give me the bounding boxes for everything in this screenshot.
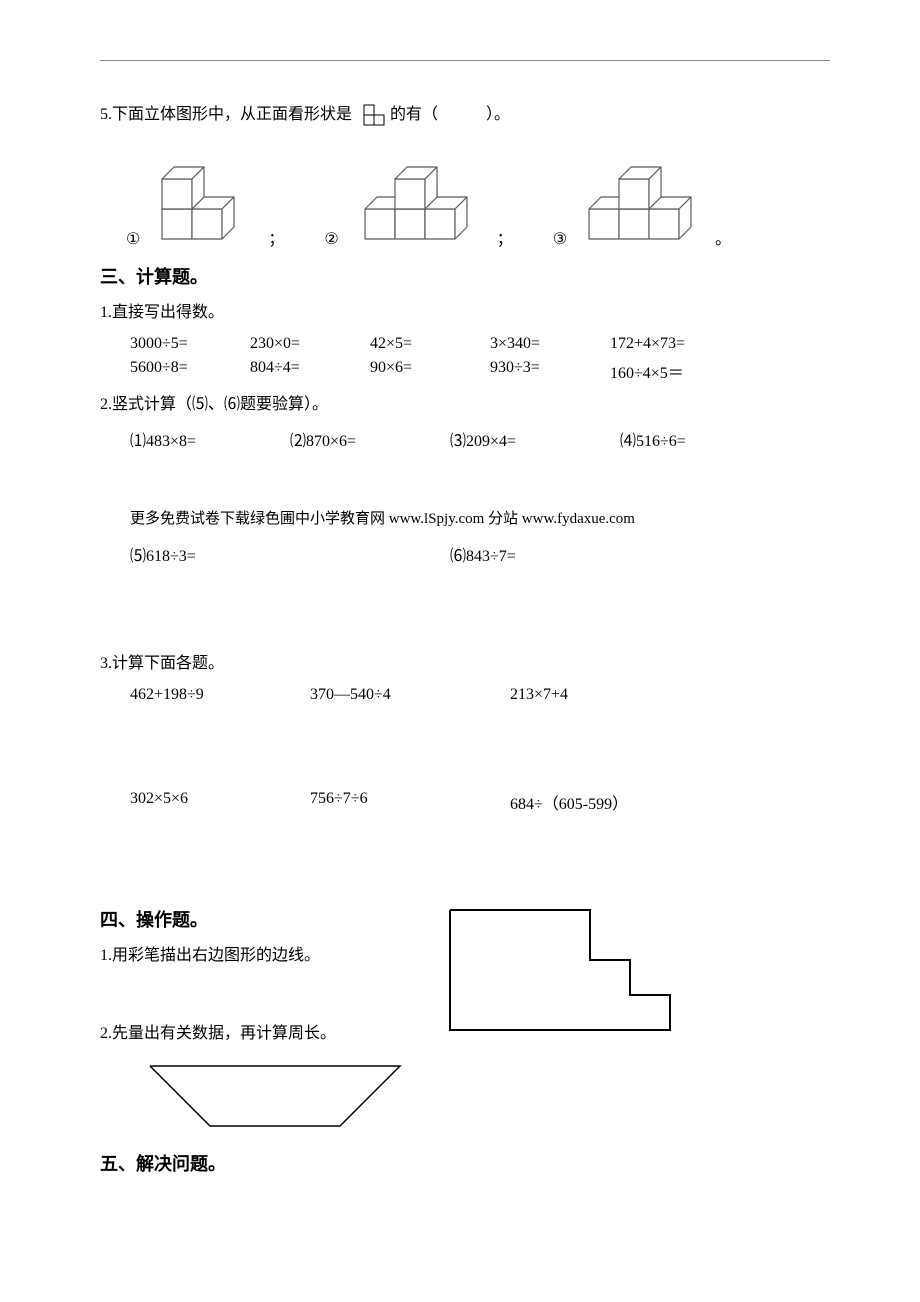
trapezoid-figure-icon (100, 1056, 830, 1136)
math-cell: 756÷7÷6 (310, 790, 510, 814)
q5-suffix: 的有（ (390, 106, 438, 123)
sec3-title: 三、计算题。 (100, 263, 830, 291)
math-cell: 172+4×73= (610, 335, 750, 353)
cube-option-1: ① (126, 149, 284, 249)
cube-option-3: ③ (553, 149, 731, 249)
step-figure-icon (440, 900, 680, 1040)
math-cell: 230×0= (250, 335, 370, 353)
q5-target-shape-icon (356, 103, 386, 127)
q5-answer-blank[interactable] (442, 101, 482, 129)
q5-line: 5.下面立体图形中，从正面看形状是 的有（ ）。 (100, 101, 830, 129)
cube-option-3-label: ③ (553, 229, 567, 249)
sec3-q3-title: 3.计算下面各题。 (100, 650, 830, 678)
sec3-q1-row1: 3000÷5= 230×0= 42×5= 3×340= 172+4×73= (100, 335, 830, 353)
sec3-q3-row2: 302×5×6 756÷7÷6 684÷（605-599） (100, 790, 830, 814)
cube-option-1-trail: ； (268, 225, 284, 249)
math-cell: 370—540÷4 (310, 686, 510, 704)
cube-option-2-trail: ； (497, 225, 513, 249)
math-cell: 804÷4= (250, 359, 370, 383)
math-cell: 3000÷5= (130, 335, 250, 353)
sec3-q2-row1: ⑴483×8= ⑵870×6= ⑶209×4= ⑷516÷6= (100, 427, 830, 451)
math-cell: 42×5= (370, 335, 490, 353)
sec3-q3-row1: 462+198÷9 370—540÷4 213×7+4 (100, 686, 830, 704)
math-cell: ⑴483×8= (130, 427, 290, 451)
cube-figure-2-icon (343, 149, 493, 249)
math-cell: ⑵870×6= (290, 427, 450, 451)
worksheet-page: 5.下面立体图形中，从正面看形状是 的有（ ）。 ① (0, 0, 920, 1226)
sec3-q1-row2: 5600÷8= 804÷4= 90×6= 930÷3= 160÷4×5＝ (100, 359, 830, 383)
math-cell: 302×5×6 (130, 790, 310, 814)
cube-figure-1-icon (144, 149, 264, 249)
q5-end: ）。 (486, 106, 510, 123)
math-cell: 3×340= (490, 335, 610, 353)
cube-option-2-label: ② (324, 229, 338, 249)
sec3-q2-title: 2.竖式计算（⑸、⑹题要验算）。 (100, 391, 830, 419)
cube-option-1-label: ① (126, 229, 140, 249)
math-cell: 160÷4×5＝ (610, 359, 750, 383)
download-note: 更多免费试卷下载绿色圃中小学教育网 www.lSpjy.com 分站 www.f… (100, 507, 830, 528)
math-cell: ⑶209×4= (450, 427, 620, 451)
sec5-title: 五、解决问题。 (100, 1150, 830, 1178)
cube-figure-3-icon (571, 149, 711, 249)
q5-prefix: 5.下面立体图形中，从正面看形状是 (100, 106, 352, 123)
math-cell: ⑸618÷3= (130, 542, 450, 566)
cube-option-3-trail: 。 (715, 225, 731, 249)
math-cell: 930÷3= (490, 359, 610, 383)
top-divider (100, 60, 830, 61)
math-cell: 462+198÷9 (130, 686, 310, 704)
sec3-q2-row2: ⑸618÷3= ⑹843÷7= (100, 542, 830, 566)
math-cell: 5600÷8= (130, 359, 250, 383)
q5-cube-options: ① (100, 149, 830, 249)
cube-option-2: ② (324, 149, 512, 249)
math-cell: 684÷（605-599） (510, 790, 710, 814)
math-cell: ⑹843÷7= (450, 542, 516, 566)
math-cell: ⑷516÷6= (620, 427, 760, 451)
sec3-q1-title: 1.直接写出得数。 (100, 299, 830, 327)
math-cell: 213×7+4 (510, 686, 710, 704)
math-cell: 90×6= (370, 359, 490, 383)
